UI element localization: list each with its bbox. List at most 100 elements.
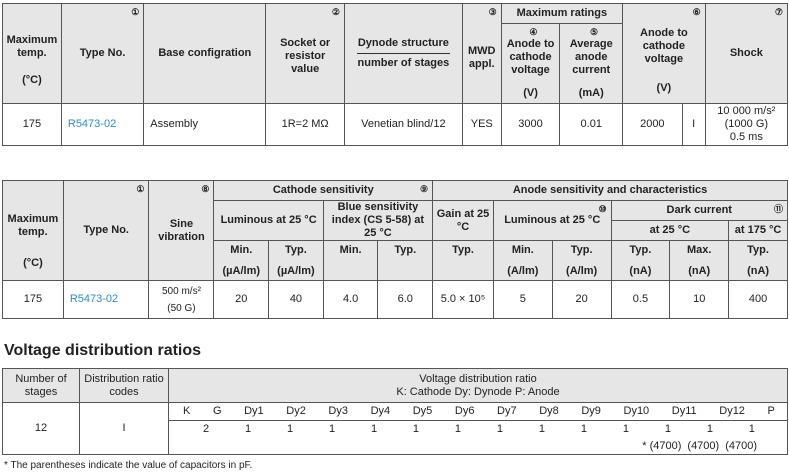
type-no-label: Type No. — [79, 47, 126, 59]
blue-typ-label: Typ. — [394, 243, 417, 256]
note-marker-9: ⑨ — [420, 184, 429, 194]
lum-min-value: 20 — [213, 280, 270, 319]
type-no-header: ① Type No. — [60, 3, 145, 104]
sine-value-2: (50 G) — [167, 302, 196, 314]
anode-cathode-label: Anode to cathode voltage — [640, 26, 688, 65]
avg-current-label: Average anode current — [569, 37, 613, 76]
socket-value: 1R=2 MΩ — [265, 103, 345, 146]
anode-cathode-header: ⑥ Anode to cathode voltage (V) — [622, 3, 706, 104]
lum-typ-value: 40 — [268, 280, 324, 319]
gain-typ-header: Typ. — [432, 240, 494, 281]
cathode-sens-header: Cathode sensitivity ⑨ — [213, 180, 434, 201]
max-temp-label: Maximum temp. — [6, 34, 58, 59]
electrode-label: Dy4 — [370, 405, 391, 417]
mwd-value: YES — [461, 103, 502, 146]
ratio-value: 1 — [664, 423, 671, 436]
dark-current-header: Dark current ⑪ — [610, 200, 789, 221]
section-title: Voltage distribution ratios — [4, 342, 202, 359]
capacitor-value: * (4700) — [642, 439, 682, 452]
anode-cathode-code: I — [681, 103, 706, 146]
alum-min-label: Min. — [511, 243, 534, 256]
blue-min-header: Min. — [322, 240, 379, 281]
sine-header: ⑧ Sine vibration — [148, 180, 215, 281]
lum-typ-unit: (µA/lm) — [277, 264, 315, 277]
t2-type-no-link[interactable]: R5473-02 — [62, 280, 150, 319]
codes-header: Distribution ratio codes — [79, 368, 169, 403]
avg-current-unit: (mA) — [578, 86, 604, 99]
shock-label: Shock — [729, 47, 763, 59]
ratings-table: Maximum temp. (°C) ① Type No. Base confi… — [2, 3, 789, 146]
ratio-value: 1 — [412, 423, 420, 436]
ratio-value: 1 — [244, 423, 252, 436]
alum-typ-value: 20 — [551, 280, 612, 319]
ratio-value: 1 — [748, 423, 755, 436]
ratio-title: Voltage distribution ratio — [419, 372, 537, 385]
mwd-label: MWD appl. — [467, 44, 496, 70]
dynode-label: Dynode structure — [357, 37, 449, 49]
lum-typ-header: Typ. (µA/lm) — [268, 240, 324, 281]
blue-min-label: Min. — [339, 243, 362, 256]
shock-value-1: 10 000 m/s² — [717, 105, 776, 117]
ratio-value: 1 — [370, 423, 378, 436]
note-marker-1: ① — [131, 7, 140, 17]
max-ratings-header: Maximum ratings — [500, 3, 624, 24]
electrode-label: Dy12 — [719, 405, 745, 417]
electrode-label: Dy8 — [539, 405, 559, 417]
blue-typ-value: 6.0 — [377, 280, 434, 319]
t2-max-temp-value: 175 — [2, 280, 64, 319]
electrodes-row: K G Dy1 Dy2 Dy3 Dy4 Dy5 Dy6 Dy7 Dy8 Dy9 Dy10 Dy11 Dy1… — [168, 402, 788, 421]
dark25-max-header: Max. (nA) — [669, 240, 730, 281]
electrode-label: Dy7 — [497, 405, 517, 417]
anode-luminous-header: ⑩ Luminous at 25 °C — [492, 200, 612, 241]
base-config-value: Assembly — [143, 103, 267, 146]
note-marker-5: ⑤ — [590, 27, 599, 37]
ratio-value: 1 — [328, 423, 336, 436]
anode-voltage-value: 3000 — [500, 103, 561, 146]
gain-value: 5.0 × 10⁵ — [432, 280, 494, 319]
type-no-link[interactable]: R5473-02 — [60, 103, 145, 146]
mwd-header: ③ MWD appl. — [461, 3, 502, 104]
sine-value-1: 500 m/s² — [162, 285, 201, 297]
dark25-max-unit: (nA) — [688, 264, 711, 277]
dark175-typ-value: 400 — [728, 280, 788, 319]
dark25-max-label: Max. — [686, 243, 712, 256]
dark175-typ-header: Typ. (nA) — [728, 240, 788, 281]
electrode-label: Dy6 — [454, 405, 475, 417]
gain-typ-label: Typ. — [452, 243, 474, 256]
stages-header: Number of stages — [2, 368, 80, 403]
electrode-label: Dy3 — [328, 405, 348, 417]
caps-row: * (4700) (4700) (4700) — [168, 438, 788, 455]
electrode-label: Dy9 — [581, 405, 601, 417]
anode-cathode-unit: (V) — [656, 81, 672, 94]
electrode-label: Dy2 — [286, 405, 306, 417]
socket-header: ② Socket or resistor value — [265, 3, 345, 104]
max-temp-value: 175 — [2, 103, 62, 146]
socket-label: Socket or resistor value — [280, 37, 331, 75]
anode-voltage-unit: (V) — [523, 86, 538, 99]
dark25-max-value: 10 — [669, 280, 730, 319]
note-marker-3: ③ — [488, 7, 497, 17]
lum-min-label: Min. — [230, 243, 253, 256]
t2-max-temp-header: Maximum temp. (°C) — [2, 180, 64, 281]
electrode-label: K — [183, 405, 191, 417]
ratio-value: 1 — [454, 423, 462, 436]
dark175-typ-label: Typ. — [747, 243, 769, 256]
electrode-label: Dy11 — [671, 405, 697, 417]
anode-voltage-header: ④ Anode to cathode voltage (V) — [500, 23, 561, 104]
ratio-value: 1 — [496, 423, 504, 436]
dynode-sub-label: number of stages — [357, 57, 450, 69]
ratio-value: 2 — [203, 423, 210, 436]
alum-min-header: Min. (A/lm) — [492, 240, 553, 281]
t2-type-no-header: ① Type No. — [62, 180, 150, 281]
ratios-row: 2 1 1 1 1 1 1 1 1 1 1 1 1 1 — [168, 420, 788, 439]
note-marker-10: ⑩ — [598, 204, 607, 214]
blue-typ-header: Typ. — [377, 240, 434, 281]
lum-min-header: Min. (µA/lm) — [213, 240, 270, 281]
luminous-header: Luminous at 25 °C — [213, 200, 324, 241]
t2-note-marker-1: ① — [136, 184, 145, 194]
max-temp-unit: (°C) — [22, 74, 42, 86]
shock-value-3: 0.5 ms — [729, 131, 763, 143]
t2-type-no-label: Type No. — [83, 224, 129, 236]
dynode-divider — [356, 53, 451, 54]
alum-min-unit: (A/lm) — [507, 264, 539, 277]
